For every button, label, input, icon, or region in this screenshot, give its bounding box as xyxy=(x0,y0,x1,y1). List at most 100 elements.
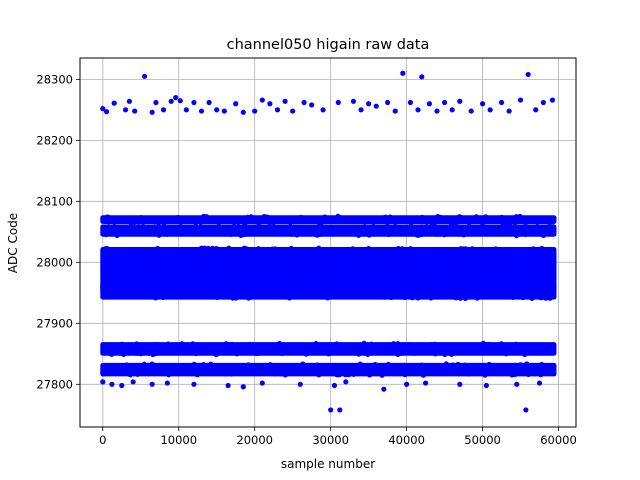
data-point xyxy=(266,219,272,225)
data-points xyxy=(100,70,557,413)
data-point xyxy=(272,371,278,377)
data-point xyxy=(483,382,489,389)
data-point xyxy=(395,246,401,252)
data-point xyxy=(509,287,515,293)
data-point xyxy=(438,214,444,220)
data-point xyxy=(517,362,523,368)
data-point xyxy=(428,295,434,301)
data-point xyxy=(366,232,372,238)
data-point xyxy=(365,351,371,357)
data-point xyxy=(381,386,387,392)
data-point xyxy=(117,350,123,356)
data-point xyxy=(370,223,376,229)
data-point xyxy=(469,281,475,287)
data-point xyxy=(512,220,518,226)
data-point xyxy=(152,219,158,225)
data-point xyxy=(323,281,329,287)
data-point xyxy=(337,215,343,221)
data-point xyxy=(520,295,526,301)
data-point xyxy=(255,220,261,226)
data-point xyxy=(119,382,125,389)
data-point xyxy=(549,288,555,294)
data-point xyxy=(538,372,544,378)
data-point xyxy=(523,232,529,238)
data-point xyxy=(154,280,160,286)
x-axis-label: sample number xyxy=(281,457,375,471)
data-point xyxy=(434,231,440,237)
data-point xyxy=(223,371,229,377)
data-point xyxy=(351,371,357,377)
data-point xyxy=(102,280,108,286)
data-point xyxy=(474,295,480,301)
data-point xyxy=(524,224,530,230)
data-point xyxy=(385,361,391,367)
data-point xyxy=(466,223,472,229)
y-tick-label: 28300 xyxy=(36,72,73,86)
data-point xyxy=(208,361,214,367)
data-point xyxy=(432,351,438,357)
data-point xyxy=(112,223,118,229)
data-point xyxy=(456,231,462,237)
data-point xyxy=(205,245,211,251)
data-point xyxy=(524,361,530,367)
data-point xyxy=(290,108,296,114)
data-point xyxy=(166,372,172,378)
data-point xyxy=(134,351,140,357)
data-point xyxy=(106,224,112,230)
data-point xyxy=(270,246,276,252)
data-point xyxy=(132,223,138,229)
data-point xyxy=(514,381,520,387)
data-point xyxy=(483,214,489,220)
data-point xyxy=(368,341,374,347)
data-point xyxy=(156,220,162,226)
data-point xyxy=(294,232,300,238)
data-point xyxy=(253,351,259,357)
data-point xyxy=(419,362,425,368)
data-point xyxy=(212,288,218,294)
data-point xyxy=(178,219,184,225)
data-point xyxy=(466,371,472,377)
data-point xyxy=(210,281,216,287)
y-tick-label: 28100 xyxy=(36,194,73,208)
data-point xyxy=(420,372,426,378)
data-point xyxy=(391,341,397,347)
data-band xyxy=(100,282,557,300)
data-point xyxy=(218,282,224,288)
data-point xyxy=(164,380,170,386)
data-point xyxy=(538,295,544,301)
data-point xyxy=(241,245,247,251)
data-point xyxy=(343,379,349,385)
data-point xyxy=(141,73,148,79)
data-point xyxy=(402,295,408,301)
data-point xyxy=(334,372,340,378)
data-point xyxy=(462,362,468,368)
data-point xyxy=(278,371,284,377)
data-point xyxy=(534,223,540,229)
data-point xyxy=(186,288,192,294)
data-point xyxy=(450,282,456,288)
data-point xyxy=(282,372,288,378)
data-point xyxy=(109,351,115,357)
data-point xyxy=(141,361,147,367)
plot-frame xyxy=(79,57,577,428)
data-point xyxy=(101,371,107,377)
data-point xyxy=(138,351,144,357)
data-point xyxy=(320,288,326,294)
data-point xyxy=(334,341,340,347)
data-point xyxy=(164,232,170,238)
data-point xyxy=(376,342,382,348)
data-point xyxy=(259,97,265,103)
data-point xyxy=(424,219,430,225)
x-tick-label: 50000 xyxy=(464,433,501,447)
data-point xyxy=(547,295,553,301)
data-point xyxy=(178,288,184,294)
data-point xyxy=(225,382,231,389)
data-point xyxy=(503,351,509,357)
data-point xyxy=(512,362,518,368)
data-point xyxy=(392,288,398,294)
data-point xyxy=(228,371,234,377)
data-point xyxy=(395,341,401,347)
data-point xyxy=(462,296,468,302)
data-point xyxy=(173,95,179,101)
x-tick-label: 10000 xyxy=(160,433,197,447)
